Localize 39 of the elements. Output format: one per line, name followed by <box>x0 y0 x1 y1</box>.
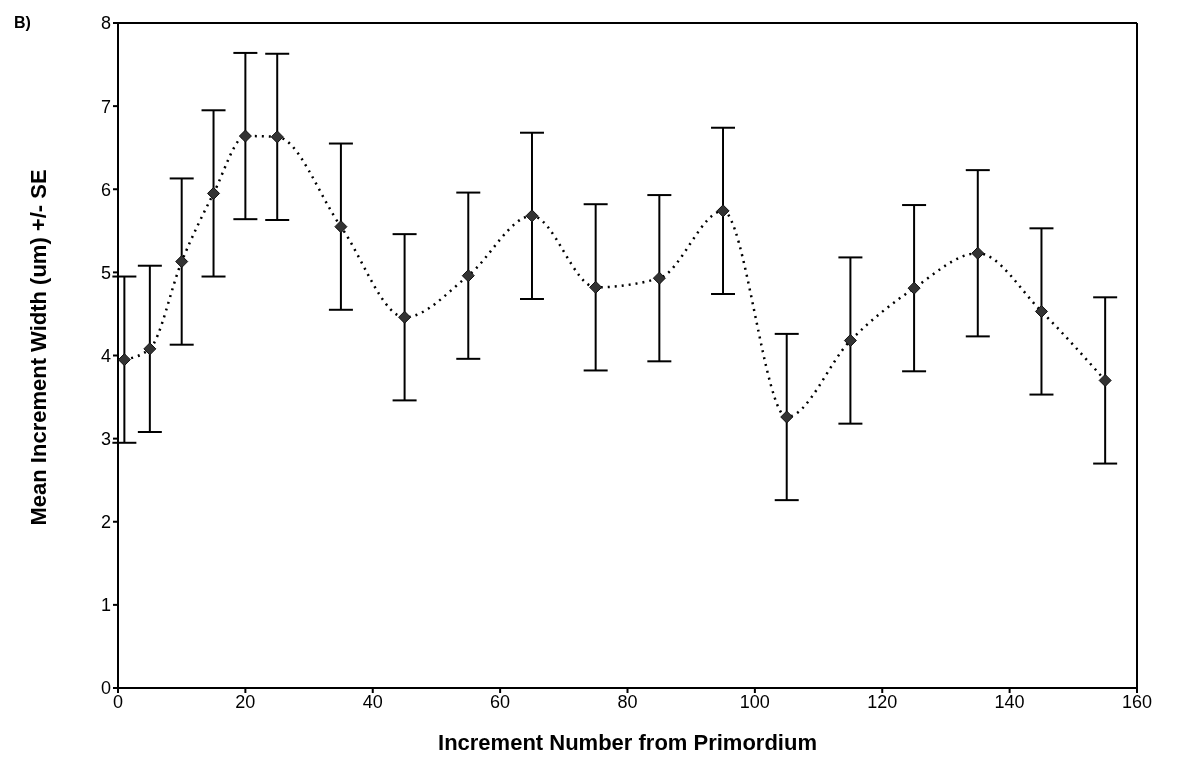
x-tick-label: 120 <box>867 691 898 712</box>
y-tick-label: 3 <box>100 429 111 450</box>
point <box>843 334 857 348</box>
point <box>270 130 284 144</box>
point <box>461 269 475 283</box>
x-tick-label: 40 <box>362 691 383 712</box>
point <box>652 271 666 285</box>
point <box>589 280 603 294</box>
point <box>207 186 221 200</box>
x-tick-label: 100 <box>739 691 770 712</box>
point <box>238 129 252 143</box>
point <box>175 255 189 269</box>
y-tick-label: 7 <box>100 96 111 117</box>
x-axis-title: Increment Number from Primordium <box>438 730 817 755</box>
y-tick-label: 0 <box>100 678 111 699</box>
point <box>780 410 794 424</box>
y-tick-label: 4 <box>100 345 111 366</box>
point <box>525 209 539 223</box>
y-axis-title: Mean Increment Width (um) +/- SE <box>25 169 51 526</box>
point <box>1098 373 1112 387</box>
y-tick-label: 5 <box>100 262 111 283</box>
point <box>1034 304 1048 318</box>
y-tick-label: 8 <box>100 13 111 34</box>
point <box>143 342 157 356</box>
x-tick-label: 140 <box>994 691 1025 712</box>
point <box>398 310 412 324</box>
y-tick-label: 1 <box>100 595 111 616</box>
text: B) <box>14 14 31 32</box>
x-tick-label: 60 <box>490 691 511 712</box>
x-tick-label: 20 <box>235 691 256 712</box>
x-tick-label: 160 <box>1121 691 1153 712</box>
point <box>716 204 730 218</box>
point <box>334 220 348 234</box>
point <box>907 281 921 295</box>
y-tick-label: 6 <box>100 179 111 200</box>
x-tick-label: 80 <box>617 691 638 712</box>
point <box>118 353 131 367</box>
y-tick-label: 2 <box>100 512 111 533</box>
point <box>971 246 985 260</box>
